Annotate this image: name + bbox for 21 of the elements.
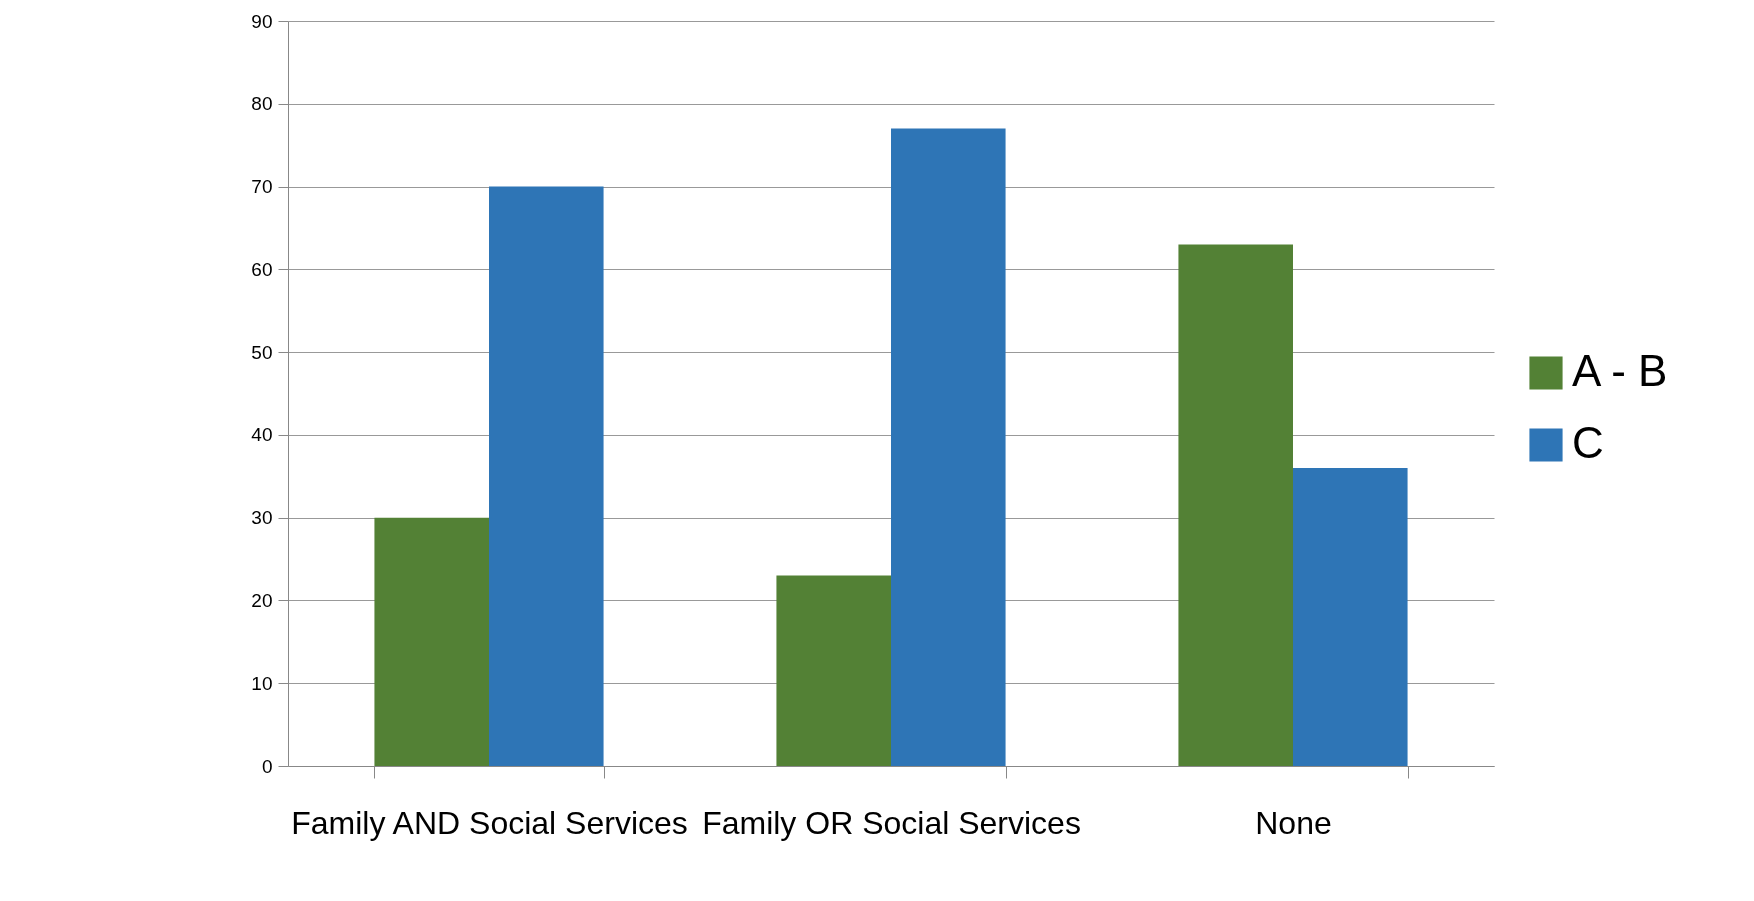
bar bbox=[1178, 244, 1293, 766]
bar bbox=[374, 517, 489, 766]
x-tick-label: Family OR Social Services bbox=[702, 804, 1081, 841]
y-tick-label: 60 bbox=[251, 258, 273, 280]
y-tick-label: 40 bbox=[251, 424, 273, 446]
bar bbox=[891, 128, 1006, 766]
x-tick-label: Family AND Social Services bbox=[291, 804, 688, 841]
y-tick-label: 20 bbox=[251, 589, 273, 611]
y-tick-label: 50 bbox=[251, 341, 273, 363]
y-tick-label: 90 bbox=[251, 10, 273, 32]
y-tick-label: 30 bbox=[251, 507, 273, 529]
legend-label: C bbox=[1572, 418, 1604, 467]
y-tick-label: 70 bbox=[251, 176, 273, 198]
x-tick-label: None bbox=[1255, 804, 1332, 841]
legend-label: A - B bbox=[1572, 346, 1668, 395]
y-tick-label: 80 bbox=[251, 93, 273, 115]
y-tick-label: 0 bbox=[261, 755, 273, 777]
y-tick-label: 10 bbox=[251, 672, 273, 694]
bar bbox=[489, 186, 604, 766]
bar bbox=[776, 575, 891, 766]
bar bbox=[1293, 468, 1408, 766]
